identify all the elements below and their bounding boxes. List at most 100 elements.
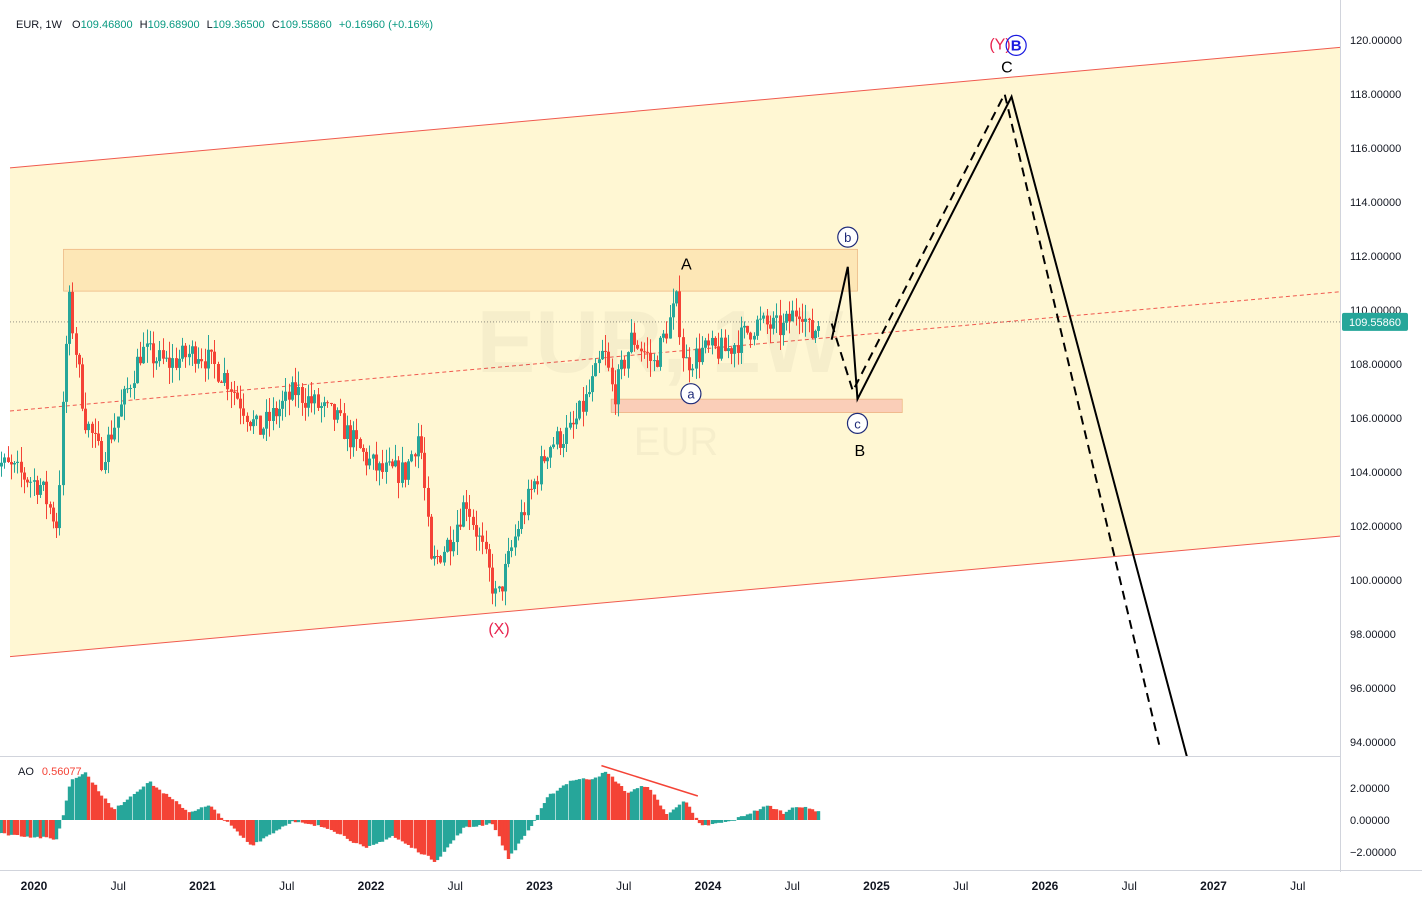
candle-body xyxy=(252,419,255,427)
ao-bar xyxy=(790,807,795,820)
ao-bar xyxy=(232,820,237,829)
support-zone xyxy=(610,398,903,413)
candle-body xyxy=(456,524,459,543)
candle-body xyxy=(117,416,120,428)
candle-body xyxy=(268,411,271,421)
ao-bar xyxy=(787,809,792,820)
candle-body xyxy=(120,404,123,417)
ao-bar xyxy=(325,820,330,829)
candle-body xyxy=(620,359,623,370)
candle-body xyxy=(175,358,178,368)
candle-body xyxy=(591,376,594,393)
ao-bar xyxy=(406,820,411,845)
ao-bar xyxy=(157,789,162,820)
candle-body xyxy=(520,512,523,530)
candle-body xyxy=(97,433,100,441)
candle-body xyxy=(297,387,300,396)
ao-bar xyxy=(648,789,653,820)
ao-bar xyxy=(477,820,482,826)
candle-body xyxy=(414,454,417,457)
ao-bar xyxy=(668,812,673,820)
candle-body xyxy=(662,333,665,338)
ao-bar xyxy=(803,806,808,820)
ao-bar xyxy=(167,796,172,820)
ao-bar xyxy=(551,793,556,820)
close-value: 109.55860 xyxy=(280,19,332,31)
ao-bar xyxy=(116,805,121,820)
candle-body xyxy=(20,461,23,473)
candle-body xyxy=(304,402,307,408)
candle-body xyxy=(533,481,536,490)
ao-bar xyxy=(135,791,140,820)
ao-bar xyxy=(293,820,298,823)
ao-bar xyxy=(426,820,431,856)
ao-bar xyxy=(771,809,776,820)
projection-dashed-path xyxy=(830,91,1161,745)
svg-text:AO0.56077: AO 0.56077 xyxy=(18,766,82,778)
candle-body xyxy=(294,382,297,396)
ao-bar xyxy=(303,820,308,824)
candle-body xyxy=(475,525,478,537)
ao-bar xyxy=(577,779,582,820)
candle-body xyxy=(753,335,756,340)
candle-body xyxy=(181,345,184,359)
candle-body xyxy=(565,427,568,444)
ao-bar xyxy=(93,784,98,820)
ao-bar xyxy=(697,820,702,824)
ao-bar xyxy=(774,809,779,820)
time-tick-label: Jul xyxy=(279,879,294,893)
candle-body xyxy=(546,457,549,462)
ao-bar xyxy=(61,815,66,820)
price-axis-bg xyxy=(1341,0,1422,870)
ao-bar xyxy=(203,806,208,820)
ao-bar xyxy=(732,820,737,821)
candle-body xyxy=(779,315,782,336)
candle-body xyxy=(485,541,488,550)
ao-bar xyxy=(164,793,169,820)
ao-bar xyxy=(25,820,30,837)
ao-bar xyxy=(493,820,498,831)
ao-bar xyxy=(687,806,692,820)
candle-body xyxy=(194,346,197,364)
candle-body xyxy=(16,461,19,464)
ao-bar xyxy=(32,820,37,838)
candle-body xyxy=(7,457,10,463)
candle-body xyxy=(372,454,375,459)
ao-bar xyxy=(90,782,95,820)
ao-bar xyxy=(474,820,479,827)
candle-body xyxy=(407,461,410,480)
candle-body xyxy=(84,408,87,431)
ao-bar xyxy=(274,820,279,831)
ao-bar xyxy=(41,820,46,837)
candle-body xyxy=(772,317,775,329)
candle-body xyxy=(491,567,494,594)
ao-bar xyxy=(170,799,175,820)
legend: EUR, 1W O109.46800 H109.68900 L109.36500… xyxy=(16,19,433,778)
candle-body xyxy=(210,349,213,352)
candle-body xyxy=(259,415,262,435)
ao-bar xyxy=(674,807,679,820)
candle-body xyxy=(100,440,103,471)
ao-bar xyxy=(694,817,699,820)
ao-bar xyxy=(545,797,550,820)
ao-bar xyxy=(713,820,718,824)
ao-bar xyxy=(335,820,340,834)
ao-bar xyxy=(506,820,511,860)
close-label: C xyxy=(272,19,280,31)
candle-body xyxy=(691,368,694,371)
ao-bar xyxy=(367,820,372,846)
candle-body xyxy=(685,357,688,359)
candle-body xyxy=(191,346,194,354)
ao-bar xyxy=(461,820,466,828)
low-value: 109.36500 xyxy=(213,19,265,31)
candle-body xyxy=(94,432,97,434)
candle-body xyxy=(623,359,626,369)
candle-body xyxy=(255,415,258,420)
channel-upper-line xyxy=(9,46,1341,169)
candle-body xyxy=(643,351,646,353)
candle-body xyxy=(669,317,672,339)
ao-bar xyxy=(67,786,72,820)
ao-bar xyxy=(364,820,369,848)
candle-body xyxy=(801,319,804,322)
